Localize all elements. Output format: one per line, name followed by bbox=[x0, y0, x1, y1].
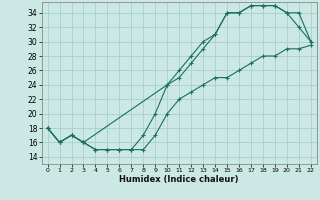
X-axis label: Humidex (Indice chaleur): Humidex (Indice chaleur) bbox=[119, 175, 239, 184]
